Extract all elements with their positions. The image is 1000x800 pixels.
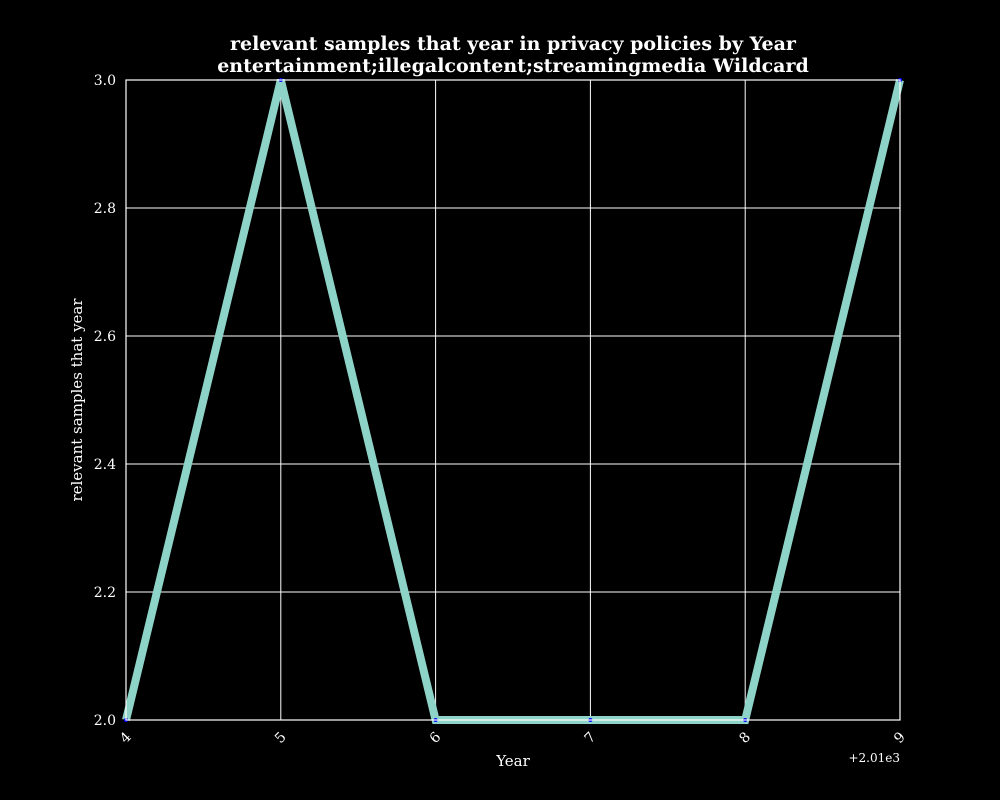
y-tick-label: 2.0	[94, 713, 116, 729]
y-tick-label: 2.4	[94, 457, 116, 473]
x-tick-label: 9	[891, 729, 909, 747]
x-axis-label: Year	[495, 752, 530, 770]
y-tick-label: 2.2	[94, 585, 116, 601]
x-axis-offset-label: +2.01e3	[848, 751, 900, 765]
chart-title-line-1: relevant samples that year in privacy po…	[230, 33, 797, 55]
x-tick-label: 5	[272, 729, 290, 747]
x-tick-label: 8	[736, 729, 754, 747]
x-axis-ticks: 4 5 6 7 8 9	[117, 729, 909, 747]
chart-title: relevant samples that year in privacy po…	[217, 33, 809, 77]
y-axis-ticks: 2.0 2.2 2.4 2.6 2.8 3.0	[94, 73, 116, 729]
chart-title-line-2: entertainment;illegalcontent;streamingme…	[217, 55, 809, 77]
x-tick-label: 4	[117, 729, 135, 747]
x-tick-label: 6	[427, 729, 445, 747]
series-line	[122, 79, 904, 724]
grid	[125, 79, 901, 721]
y-tick-label: 3.0	[94, 73, 116, 89]
y-axis-label: relevant samples that year	[68, 298, 86, 502]
y-tick-label: 2.6	[94, 329, 116, 345]
y-tick-label: 2.8	[94, 201, 116, 217]
x-tick-label: 7	[582, 729, 600, 747]
series-layer	[122, 78, 904, 724]
plot-frame	[125, 79, 901, 721]
